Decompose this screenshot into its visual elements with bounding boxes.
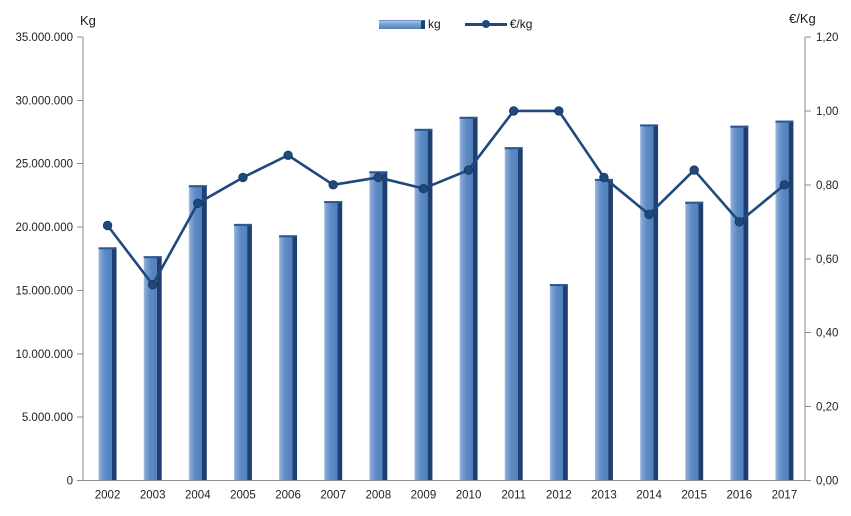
kg-bar (98, 247, 117, 481)
kg-bars (98, 116, 794, 481)
right-axis-tick-label: 0,80 (816, 180, 838, 192)
kg-bar (504, 147, 523, 481)
kg-bar (369, 171, 388, 481)
x-axis-category-label: 2013 (591, 490, 617, 502)
x-axis-category-label: 2012 (546, 490, 572, 502)
right-axis-title: €/Kg (789, 11, 816, 26)
x-axis-category-label: 2014 (636, 490, 662, 502)
left-axis-title: Kg (80, 13, 96, 28)
eur-per-kg-line (106, 109, 786, 286)
left-axis-tick-label: 25.000.000 (15, 159, 73, 171)
x-axis-category-label: 2003 (140, 490, 166, 502)
line-series-swatch-icon (464, 19, 507, 30)
x-axis-category-label: 2015 (681, 490, 707, 502)
right-axis-tick-label: 0,20 (816, 402, 838, 414)
eur-per-kg-point (238, 172, 248, 183)
left-axis-tick-label: 5.000.000 (22, 412, 73, 424)
right-axis-tick-label: 0,00 (816, 476, 838, 488)
legend-item-kg: kg (379, 17, 441, 31)
kg-bar (549, 284, 568, 481)
kg-bar (730, 125, 749, 481)
x-axis-category-label: 2004 (185, 490, 211, 502)
kg-bar (640, 124, 659, 481)
eur-per-kg-point (102, 220, 113, 231)
x-axis-category-label: 2002 (95, 490, 121, 502)
right-axis-tick-label: 1,00 (816, 106, 838, 118)
legend-label-eur-per-kg: €/kg (509, 17, 533, 31)
kg-bar (233, 223, 252, 481)
left-axis-tick-label: 15.000.000 (15, 285, 73, 297)
right-axis-tick-label: 1,20 (816, 32, 838, 44)
kg-bar (188, 185, 207, 481)
eur-per-kg-point (599, 172, 609, 183)
left-axis-tick-label: 35.000.000 (15, 32, 73, 44)
legend-item-eur-per-kg: €/kg (464, 17, 533, 31)
left-axis-tick-label: 10.000.000 (15, 349, 73, 361)
x-axis-category-label: 2010 (456, 490, 482, 502)
x-axis-category-label: 2005 (230, 490, 256, 502)
right-axis-tick-label: 0,40 (816, 328, 838, 340)
eur-per-kg-point (373, 172, 384, 183)
kg-bar (324, 201, 343, 481)
x-axis-category-label: 2016 (727, 490, 753, 502)
eur-per-kg-point (328, 180, 338, 190)
kg-bar (143, 256, 162, 481)
eur-per-kg-point (689, 165, 699, 175)
x-axis-category-label: 2017 (772, 490, 798, 502)
kg-bar (775, 120, 794, 481)
eur-per-kg-point (283, 150, 293, 160)
eur-per-kg-point (418, 183, 429, 194)
kg-bar (279, 235, 298, 481)
bar-series-swatch-icon (379, 19, 425, 29)
left-axis-tick-label: 0 (67, 476, 73, 488)
eur-per-kg-point (147, 279, 158, 290)
x-axis-category-label: 2011 (501, 490, 526, 502)
eur-per-kg-point (734, 217, 745, 227)
x-axis-category-label: 2008 (366, 490, 392, 502)
kg-bar (685, 201, 704, 481)
eur-per-kg-point (644, 209, 654, 220)
right-axis-tick-label: 0,60 (816, 254, 838, 266)
x-axis-category-label: 2007 (320, 490, 346, 502)
eur-per-kg-point (193, 198, 203, 209)
eur-per-kg-point (508, 106, 519, 116)
kg-bar (459, 116, 478, 481)
kg-bar (414, 128, 433, 481)
legend-label-kg: kg (428, 17, 441, 31)
x-axis-category-label: 2009 (411, 490, 437, 502)
eur-per-kg-point (779, 180, 790, 190)
left-axis-tick-label: 30.000.000 (15, 95, 73, 107)
left-axis-tick-label: 20.000.000 (15, 222, 73, 234)
legend: kg €/kg (379, 17, 532, 31)
kg-bar (594, 178, 613, 481)
eur-per-kg-point (554, 106, 564, 116)
eur-per-kg-point (463, 165, 474, 175)
x-axis-category-label: 2006 (275, 490, 301, 502)
